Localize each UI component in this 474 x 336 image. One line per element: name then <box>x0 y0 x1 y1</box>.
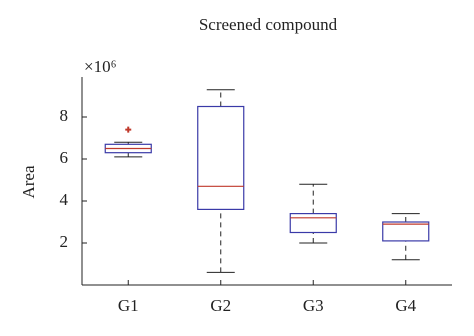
y-tick-label: 2 <box>60 232 69 251</box>
scale-label: ×10⁶ <box>84 57 117 76</box>
y-tick-label: 6 <box>60 148 69 167</box>
box <box>382 221 430 242</box>
x-tick-label: G1 <box>118 296 139 315</box>
box <box>289 213 337 234</box>
x-tick-label: G3 <box>303 296 324 315</box>
y-axis-label: Area <box>19 165 38 198</box>
y-tick-label: 8 <box>60 106 69 125</box>
x-tick-label: G2 <box>210 296 231 315</box>
x-tick-label: G4 <box>395 296 416 315</box>
outlier <box>125 126 132 133</box>
y-tick-label: 4 <box>60 190 69 209</box>
chart-title: Screened compound <box>199 15 338 34</box>
box <box>197 105 245 211</box>
